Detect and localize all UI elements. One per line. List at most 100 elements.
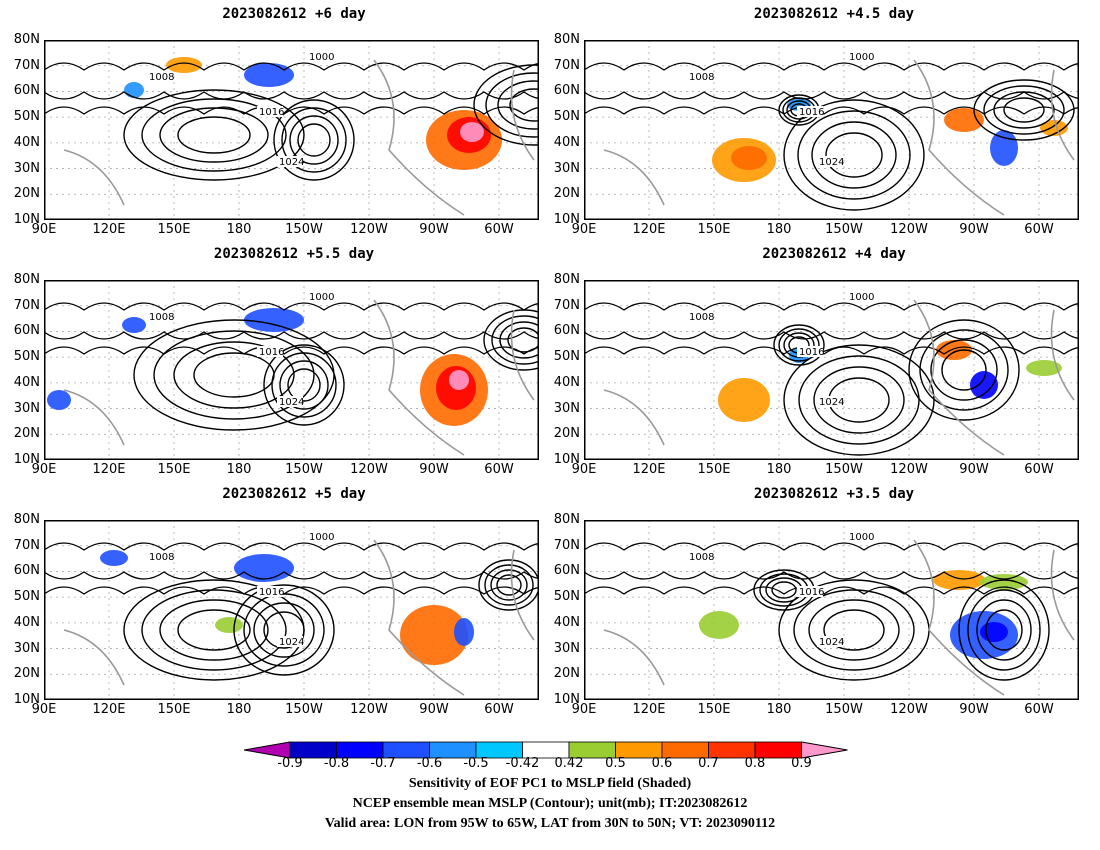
lat-label: 50N [553, 109, 580, 125]
isobar-contour [783, 344, 935, 456]
isobar-contour [159, 599, 269, 661]
sensitivity-shading [944, 108, 984, 132]
colorbar-label: -0.9 [277, 756, 303, 771]
isobar-contour [976, 599, 1032, 661]
lon-label: 60W [1024, 222, 1054, 237]
isobar-contour [941, 349, 987, 391]
isobar-contour [496, 574, 522, 596]
lon-label: 120W [890, 702, 928, 717]
isobar-contour [177, 116, 251, 154]
lon-label: 90W [959, 702, 989, 717]
contour-label: 1024 [279, 397, 304, 408]
lon-label: 180 [226, 462, 252, 477]
contour-label: 1000 [849, 52, 874, 63]
isobar-contour [44, 586, 539, 595]
footer-line-3: Valid area: LON from 95W to 65W, LAT fro… [324, 816, 776, 831]
sensitivity-shading [980, 622, 1008, 642]
isobar-contour [491, 315, 539, 365]
lat-label: 50N [13, 589, 40, 605]
lat-label: 20N [13, 426, 40, 442]
map-panel-2 [584, 40, 1079, 220]
lat-label: 60N [553, 323, 580, 339]
lat-label: 10N [13, 692, 40, 707]
contour-label: 1016 [259, 107, 284, 118]
colorbar-label: 0.5 [605, 756, 626, 771]
contour-label: 1024 [279, 637, 304, 648]
sensitivity-shading [244, 63, 294, 87]
colorbar-label: -0.5 [463, 756, 489, 771]
isobar-contour [243, 593, 325, 667]
lon-label: 60W [484, 222, 514, 237]
lon-label: 90E [31, 462, 57, 477]
lat-label: 70N [13, 297, 40, 313]
lon-label: 150E [157, 702, 191, 717]
colorbar-svg [243, 741, 848, 759]
isobar-contour [173, 341, 295, 409]
isobar-contour [44, 346, 539, 355]
lat-label: 50N [13, 109, 40, 125]
colorbar-label: 0.6 [651, 756, 673, 771]
lat-label: 80N [13, 272, 40, 287]
lon-label: 60W [1024, 702, 1054, 717]
lon-label: 120W [890, 462, 928, 477]
isobar-contour [490, 569, 528, 601]
map-svg-6: 1000 1008 1016 1024 [584, 520, 1079, 700]
isobar-contour [584, 62, 1079, 71]
isobar-contour [811, 121, 897, 189]
lon-label: 180 [226, 222, 252, 237]
isobar-contour [484, 564, 534, 606]
contour-label: 1024 [819, 397, 844, 408]
isobar-contour [509, 88, 539, 122]
lat-label: 40N [13, 374, 40, 390]
panel-title-4: 2023082612 +4 day [762, 246, 906, 262]
isobar-contour [499, 321, 539, 359]
lon-label: 120E [92, 702, 126, 717]
isobar-contour [177, 609, 251, 651]
isobar-contour [813, 366, 905, 434]
contour-label: 1008 [689, 72, 714, 83]
isobar-contour [273, 99, 355, 181]
lon-label: 150E [697, 462, 731, 477]
lat-label: 60N [13, 83, 40, 99]
sensitivity-shading [122, 317, 146, 333]
coastline [63, 539, 535, 696]
isobar-contour [497, 80, 539, 130]
coastline [603, 539, 1075, 696]
isobar-contour [919, 329, 1009, 411]
isobar-contour [797, 110, 911, 200]
lon-label: 180 [226, 702, 252, 717]
contour-label: 1016 [799, 347, 824, 358]
contour-label: 1000 [849, 292, 874, 303]
lon-label: 90W [419, 702, 449, 717]
lat-label: 70N [13, 537, 40, 553]
isobar-contour [193, 352, 275, 398]
isobar-contour [823, 609, 885, 651]
contour-label: 1024 [819, 157, 844, 168]
lat-label: 20N [553, 666, 580, 682]
sensitivity-shading [731, 146, 767, 170]
isobar-contour [584, 331, 1079, 340]
lat-label: 30N [13, 400, 40, 416]
sensitivity-shading [124, 82, 144, 98]
isobar-contour [263, 344, 345, 426]
lat-label: 60N [553, 563, 580, 579]
isobar-contour [798, 355, 920, 445]
contour-label: 1016 [259, 587, 284, 598]
sensitivity-shading [47, 390, 71, 410]
lon-label: 150W [285, 222, 323, 237]
isobar-contour [584, 106, 1079, 115]
isobar-contour [289, 115, 339, 165]
isobar-contour [44, 91, 539, 100]
map-svg-4: 1000 1008 1016 1024 [584, 280, 1079, 460]
lat-label: 20N [13, 666, 40, 682]
lon-label: 60W [1024, 462, 1054, 477]
colorbar-label: -0.42 [505, 756, 540, 771]
isobar-contour [967, 589, 1041, 671]
lat-label: 80N [553, 512, 580, 527]
lon-label: 150E [157, 462, 191, 477]
lon-label: 150W [825, 702, 863, 717]
lon-label: 90W [959, 222, 989, 237]
lat-label: 30N [13, 160, 40, 176]
contour-label: 1000 [849, 532, 874, 543]
isobar-contour [44, 302, 539, 311]
